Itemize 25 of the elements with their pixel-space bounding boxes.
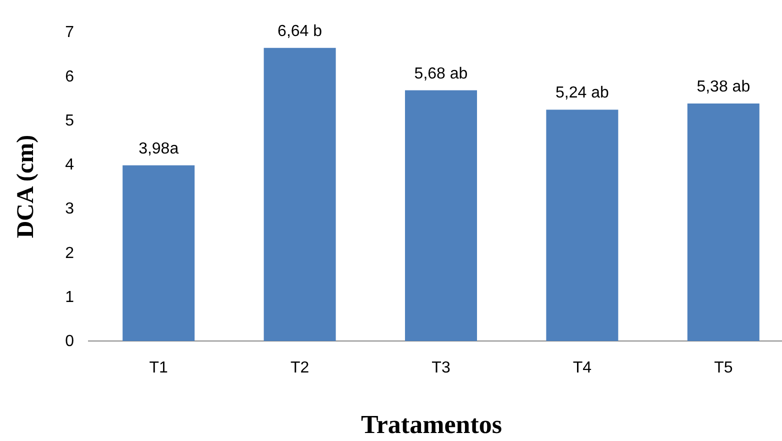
data-label: 5,24 ab <box>556 84 609 102</box>
bar <box>122 165 195 341</box>
bar <box>264 48 336 341</box>
x-axis-title: Tratamentos <box>360 410 502 439</box>
bar <box>687 104 760 341</box>
y-tick-label: 7 <box>65 24 74 42</box>
y-tick-label: 1 <box>65 288 74 306</box>
y-tick-label: 5 <box>65 112 74 130</box>
data-label: 3,98a <box>138 140 179 158</box>
y-tick-label: 6 <box>65 68 74 86</box>
bar <box>404 90 478 341</box>
y-tick-label: 0 <box>65 333 74 350</box>
bar <box>546 110 618 341</box>
data-label: 5,38 ab <box>696 78 750 96</box>
x-tick-label: T5 <box>714 359 733 376</box>
x-tick-label: T3 <box>432 359 450 376</box>
x-tick-label: T4 <box>572 359 592 376</box>
y-axis-title: DCA (cm) <box>13 134 39 238</box>
x-tick-label: T1 <box>149 359 168 376</box>
y-tick-label: 4 <box>65 156 74 174</box>
data-label: 5,68 ab <box>414 65 468 82</box>
x-tick-label: T2 <box>290 359 310 376</box>
y-tick-label: 3 <box>65 200 74 218</box>
y-tick-label: 2 <box>65 244 74 262</box>
data-label: 6,64 b <box>278 22 322 40</box>
